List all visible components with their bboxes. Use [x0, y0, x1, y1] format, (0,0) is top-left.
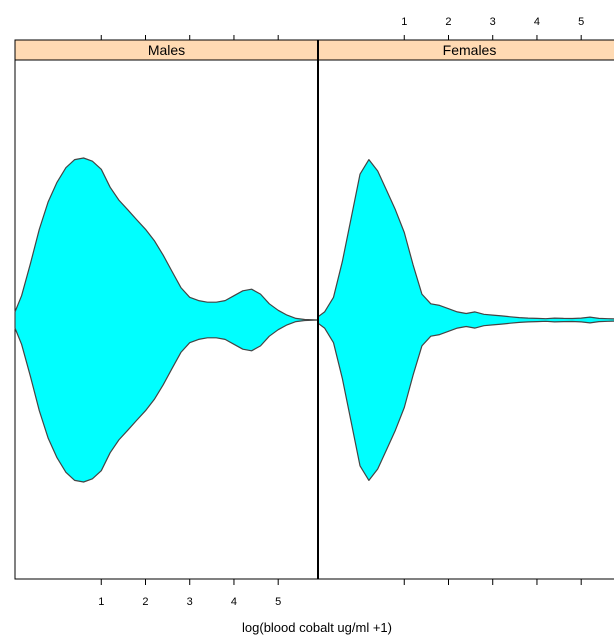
panel-females: Females: [317, 35, 614, 580]
bottom-tick-label: 2: [142, 596, 148, 608]
panel-males: Males: [14, 35, 319, 580]
panels-layer: Males Females: [14, 35, 614, 580]
strip-label-males: Males: [148, 42, 185, 58]
violin-females: [317, 159, 614, 481]
top-tick-label: 3: [490, 16, 496, 28]
bottom-tick-label: 4: [231, 596, 237, 608]
top-x-axis: 1 2 3 4 5: [401, 16, 584, 28]
bottom-tick-label: 3: [187, 596, 193, 608]
bottom-x-axis: 1 2 3 4 5: [98, 579, 582, 608]
bottom-tick-label: 5: [275, 596, 281, 608]
bottom-tick-label: 1: [98, 596, 104, 608]
x-axis-title: log(blood cobalt ug/ml +1): [242, 620, 392, 635]
strip-label-females: Females: [443, 42, 497, 58]
top-tick-label: 5: [578, 16, 584, 28]
top-tick-label: 2: [445, 16, 451, 28]
top-tick-label: 1: [401, 16, 407, 28]
top-tick-label: 4: [534, 16, 540, 28]
violin-males: [14, 157, 319, 483]
